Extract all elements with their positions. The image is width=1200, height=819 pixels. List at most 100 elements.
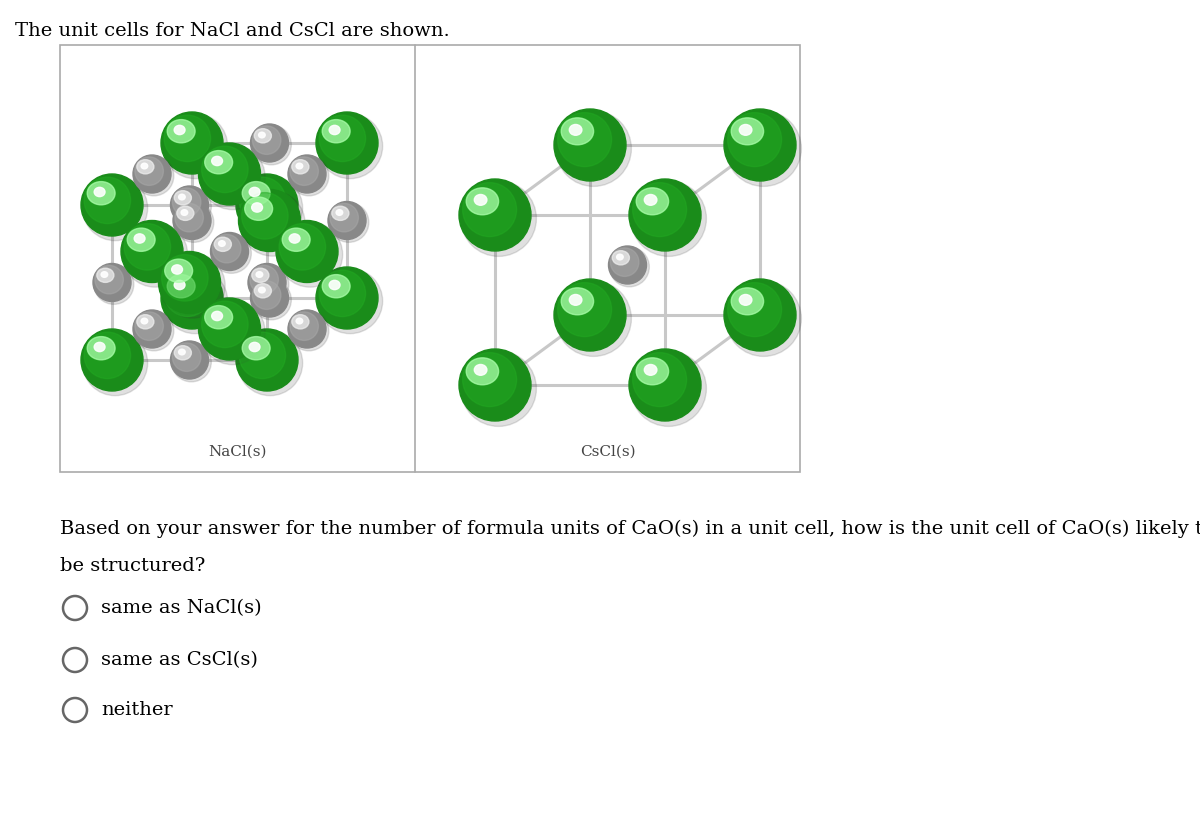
Ellipse shape — [137, 160, 154, 174]
Ellipse shape — [318, 114, 383, 179]
Ellipse shape — [556, 111, 631, 187]
Ellipse shape — [175, 203, 204, 232]
Ellipse shape — [97, 268, 114, 283]
Ellipse shape — [167, 120, 196, 143]
Ellipse shape — [142, 163, 148, 169]
Ellipse shape — [127, 229, 155, 251]
Ellipse shape — [631, 181, 707, 256]
Ellipse shape — [239, 177, 286, 224]
Ellipse shape — [461, 351, 536, 427]
Text: neither: neither — [101, 701, 173, 719]
Ellipse shape — [134, 156, 174, 196]
Ellipse shape — [610, 247, 649, 287]
Ellipse shape — [215, 238, 232, 251]
Ellipse shape — [205, 151, 233, 174]
Ellipse shape — [612, 251, 629, 265]
Ellipse shape — [134, 311, 174, 351]
Ellipse shape — [252, 281, 281, 310]
Text: same as NaCl(s): same as NaCl(s) — [101, 599, 262, 617]
Ellipse shape — [211, 311, 222, 320]
Ellipse shape — [174, 280, 185, 290]
Ellipse shape — [122, 222, 187, 287]
Ellipse shape — [316, 112, 378, 174]
Ellipse shape — [162, 269, 228, 333]
Ellipse shape — [739, 295, 752, 305]
Ellipse shape — [636, 188, 668, 215]
Ellipse shape — [82, 329, 143, 391]
Ellipse shape — [558, 112, 612, 166]
Ellipse shape — [252, 126, 281, 155]
Ellipse shape — [252, 125, 292, 165]
Ellipse shape — [210, 233, 248, 270]
Ellipse shape — [292, 160, 308, 174]
Ellipse shape — [173, 188, 200, 216]
Ellipse shape — [466, 188, 499, 215]
Ellipse shape — [644, 194, 656, 206]
Ellipse shape — [611, 248, 638, 276]
Ellipse shape — [289, 234, 300, 243]
Ellipse shape — [248, 265, 289, 305]
Ellipse shape — [562, 287, 594, 314]
Ellipse shape — [258, 287, 265, 293]
Ellipse shape — [254, 283, 271, 298]
Ellipse shape — [211, 233, 251, 274]
Ellipse shape — [236, 329, 298, 391]
Ellipse shape — [629, 349, 701, 421]
Ellipse shape — [83, 331, 148, 396]
Ellipse shape — [569, 295, 582, 305]
Ellipse shape — [554, 279, 626, 351]
Ellipse shape — [458, 349, 530, 421]
Ellipse shape — [276, 220, 338, 283]
Ellipse shape — [94, 188, 106, 197]
Ellipse shape — [330, 203, 359, 232]
Ellipse shape — [731, 287, 763, 314]
Ellipse shape — [198, 298, 260, 360]
Ellipse shape — [739, 124, 752, 135]
Ellipse shape — [556, 281, 631, 356]
Ellipse shape — [88, 337, 115, 360]
Ellipse shape — [202, 146, 248, 192]
Ellipse shape — [158, 251, 221, 314]
Ellipse shape — [724, 279, 796, 351]
Ellipse shape — [161, 267, 223, 329]
FancyBboxPatch shape — [60, 45, 800, 472]
Ellipse shape — [250, 342, 260, 351]
Ellipse shape — [632, 353, 686, 406]
Ellipse shape — [173, 201, 211, 239]
Ellipse shape — [250, 265, 278, 294]
Ellipse shape — [200, 300, 265, 364]
Ellipse shape — [554, 109, 626, 181]
Ellipse shape — [731, 118, 763, 145]
Ellipse shape — [240, 191, 305, 256]
Ellipse shape — [88, 182, 115, 205]
Ellipse shape — [458, 179, 530, 251]
Ellipse shape — [466, 358, 499, 385]
Ellipse shape — [316, 267, 378, 329]
Ellipse shape — [167, 274, 196, 298]
Ellipse shape — [726, 281, 802, 356]
Text: be structured?: be structured? — [60, 557, 205, 575]
Ellipse shape — [644, 364, 656, 375]
Ellipse shape — [212, 234, 241, 263]
Ellipse shape — [238, 175, 302, 241]
Ellipse shape — [322, 120, 350, 143]
Ellipse shape — [133, 155, 172, 193]
Ellipse shape — [198, 143, 260, 205]
Ellipse shape — [242, 337, 270, 360]
Ellipse shape — [290, 157, 318, 185]
Ellipse shape — [289, 311, 329, 351]
Ellipse shape — [463, 183, 517, 237]
Ellipse shape — [252, 268, 269, 283]
Ellipse shape — [84, 177, 131, 224]
Ellipse shape — [631, 351, 707, 427]
Ellipse shape — [205, 305, 233, 329]
Ellipse shape — [290, 312, 318, 341]
Ellipse shape — [218, 241, 226, 247]
Text: same as CsCl(s): same as CsCl(s) — [101, 651, 258, 669]
Ellipse shape — [248, 264, 286, 301]
Text: NaCl(s): NaCl(s) — [209, 445, 266, 459]
Ellipse shape — [181, 210, 187, 215]
Ellipse shape — [318, 269, 383, 333]
Ellipse shape — [636, 358, 668, 385]
Ellipse shape — [172, 187, 211, 227]
